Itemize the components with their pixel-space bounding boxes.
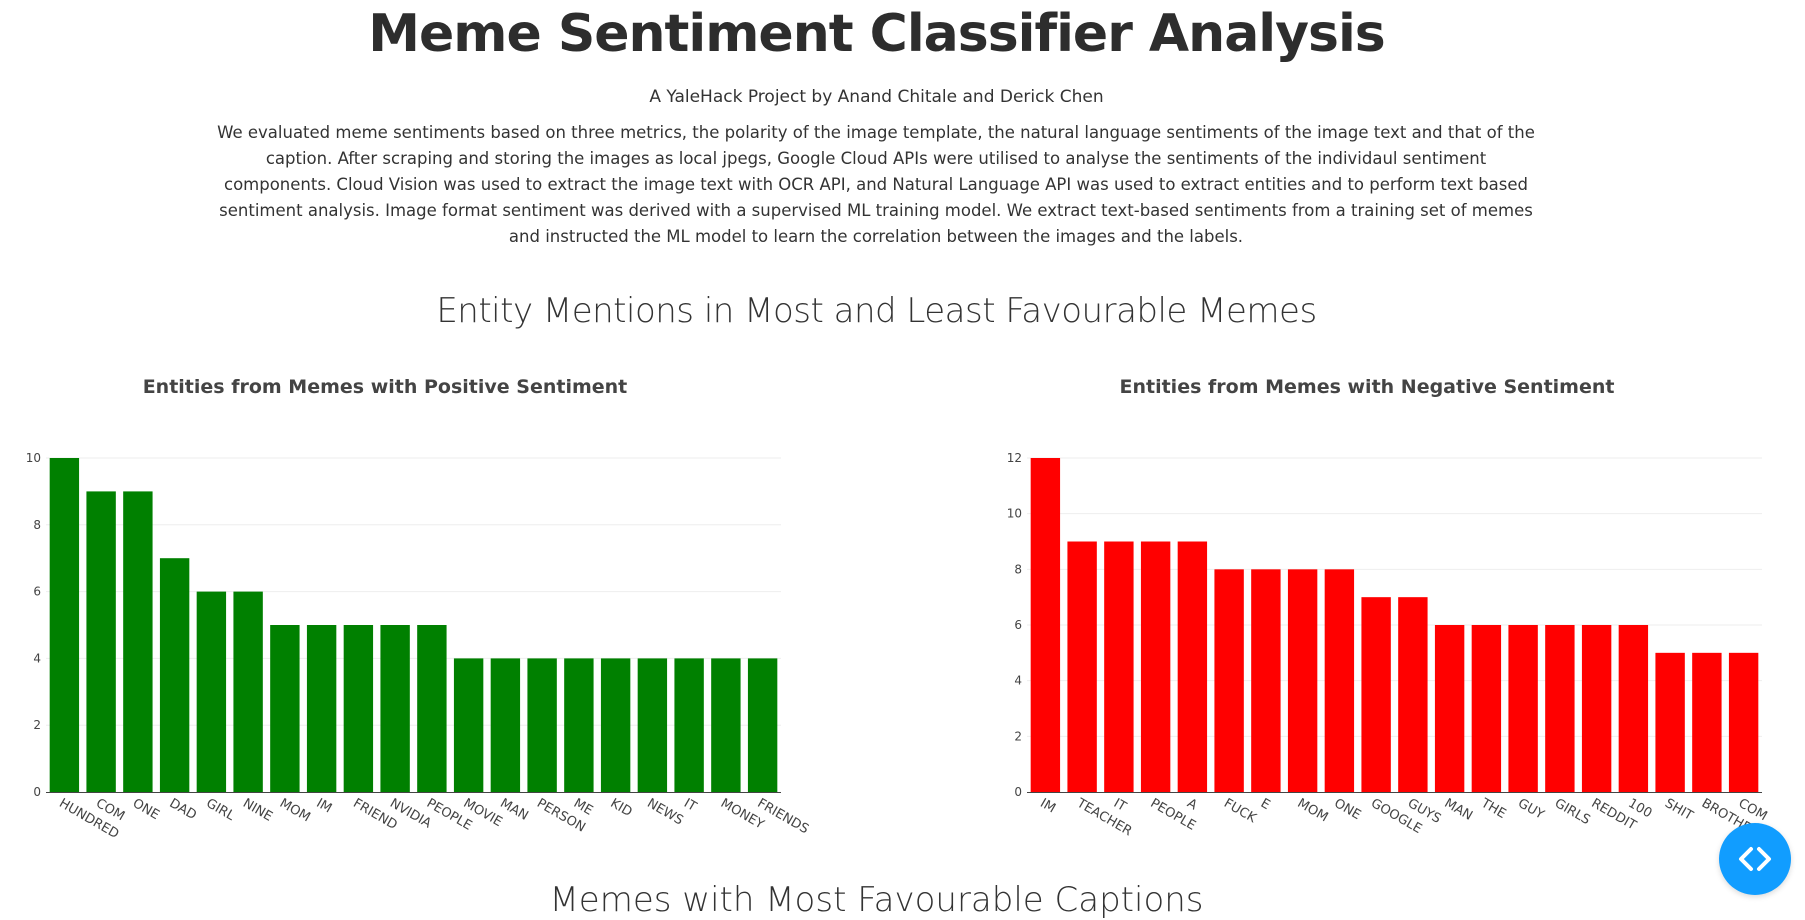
bar-hundred[interactable] (49, 458, 80, 792)
y-tick-label: 4 (33, 651, 41, 665)
y-tick-label: 0 (1014, 785, 1022, 799)
bar-movie[interactable] (453, 658, 484, 792)
bar-google[interactable] (1361, 597, 1391, 792)
x-tick-label: MAN (1442, 796, 1475, 824)
bar-im[interactable] (1030, 458, 1061, 792)
bar-a[interactable] (1177, 541, 1208, 793)
next-section-title: Memes with Most Favourable Captions (549, 880, 1204, 920)
y-tick-label: 4 (1014, 674, 1022, 688)
x-tick-label: ONE (1331, 796, 1363, 823)
bar-man[interactable] (1434, 625, 1465, 792)
bar-mom[interactable] (1287, 569, 1318, 792)
page-subtitle: A YaleHack Project by Anand Chitale and … (649, 87, 1104, 107)
project-description: We evaluated meme sentiments based on th… (217, 123, 1535, 246)
bar-com[interactable] (86, 491, 116, 792)
bar-it[interactable] (674, 658, 704, 792)
x-tick-label: SHIT (1662, 796, 1695, 824)
y-tick-label: 12 (1007, 451, 1022, 465)
bar-friends[interactable] (747, 658, 778, 792)
bar-girl[interactable] (196, 591, 227, 792)
bar-it[interactable] (1104, 541, 1134, 793)
bar-reddit[interactable] (1581, 625, 1612, 792)
x-tick-label: ONE (130, 796, 162, 823)
x-tick-label: A (1184, 796, 1199, 813)
x-tick-label: MOM (1295, 796, 1331, 825)
x-tick-label: GUY (1515, 796, 1546, 823)
positive-chart-title: Entities from Memes with Positive Sentim… (142, 376, 628, 398)
bar-people[interactable] (1140, 541, 1171, 793)
bar-nvidia[interactable] (380, 625, 410, 792)
bar-nine[interactable] (233, 591, 263, 792)
x-tick-label: GIRLS (1552, 796, 1593, 828)
y-tick-label: 6 (1014, 618, 1022, 632)
bar-friend[interactable] (343, 625, 374, 792)
y-tick-label: 10 (1007, 507, 1022, 521)
bar-e[interactable] (1251, 569, 1281, 792)
bar-people[interactable] (417, 625, 447, 792)
y-tick-label: 2 (33, 718, 41, 732)
bar-one[interactable] (123, 491, 153, 792)
x-tick-label: IT (1111, 796, 1129, 815)
x-tick-label: E (1258, 796, 1273, 813)
x-tick-label: FRIENDS (755, 796, 811, 837)
bar-one[interactable] (1324, 569, 1355, 792)
x-tick-label: NEWS (644, 796, 685, 829)
y-tick-label: 8 (1014, 562, 1022, 576)
bar-guy[interactable] (1508, 625, 1538, 792)
y-tick-label: 10 (26, 451, 41, 465)
bar-news[interactable] (637, 658, 668, 792)
bar-the[interactable] (1471, 625, 1502, 792)
bar-brother[interactable] (1692, 652, 1722, 792)
x-tick-label: DAD (167, 796, 199, 823)
bar-man[interactable] (490, 658, 521, 792)
x-tick-label: NINE (240, 796, 275, 825)
bar-guys[interactable] (1398, 597, 1428, 792)
bar-com[interactable] (1728, 652, 1759, 792)
x-tick-label: FUCK (1221, 796, 1259, 827)
bar-dad[interactable] (159, 558, 190, 792)
page-title: Meme Sentiment Classifier Analysis (368, 4, 1386, 64)
y-tick-label: 2 (1014, 729, 1022, 743)
bar-teacher[interactable] (1067, 541, 1097, 793)
bar-money[interactable] (711, 658, 741, 792)
bar-fuck[interactable] (1214, 569, 1244, 792)
x-tick-label: IM (1037, 796, 1058, 817)
bar-100[interactable] (1618, 625, 1649, 792)
bar-im[interactable] (306, 625, 337, 792)
x-tick-label: IM (314, 796, 335, 817)
bar-kid[interactable] (600, 658, 631, 792)
bar-person[interactable] (527, 658, 557, 792)
bar-girls[interactable] (1545, 625, 1575, 792)
bar-me[interactable] (564, 658, 594, 792)
code-toggle-button[interactable] (1719, 823, 1791, 895)
x-tick-label: GIRL (203, 796, 237, 824)
y-tick-label: 8 (33, 518, 41, 532)
x-tick-label: KID (608, 796, 635, 820)
code-brackets-icon (1739, 847, 1771, 871)
x-tick-label: MOM (277, 796, 313, 825)
bar-shit[interactable] (1655, 652, 1685, 792)
y-tick-label: 0 (33, 785, 41, 799)
x-tick-label: IT (681, 796, 699, 815)
negative-chart-title: Entities from Memes with Negative Sentim… (1119, 376, 1615, 398)
section-title: Entity Mentions in Most and Least Favour… (436, 291, 1317, 331)
x-tick-label: THE (1478, 795, 1509, 821)
y-tick-label: 6 (33, 585, 41, 599)
bar-mom[interactable] (270, 625, 300, 792)
